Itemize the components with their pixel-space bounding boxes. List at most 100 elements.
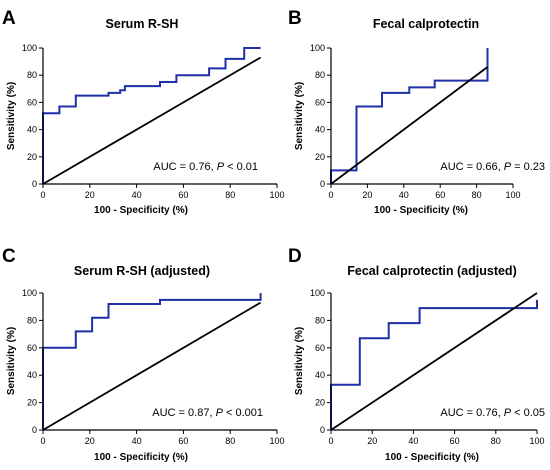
axes <box>330 293 537 431</box>
x-tick-label: 80 <box>472 190 482 200</box>
x-tick-label: 40 <box>132 436 142 446</box>
panel-letter: D <box>288 246 302 267</box>
chart-title: Serum R-SH (adjusted) <box>74 264 210 278</box>
y-tick-label: 0 <box>32 179 37 189</box>
x-tick-label: 80 <box>491 436 501 446</box>
x-tick-label: 60 <box>450 436 460 446</box>
p-value: = 0.23 <box>514 161 545 173</box>
auc-prefix: AUC = 0.87, <box>152 407 212 419</box>
p-symbol: P <box>216 407 224 419</box>
reference-line <box>42 56 262 185</box>
plot-lines <box>330 292 538 431</box>
x-tick-label: 0 <box>328 436 333 446</box>
plot-lines <box>42 47 262 185</box>
panel-b: B Fecal calprotectin 100 - Specificity (… <box>288 8 545 216</box>
p-value: < 0.001 <box>226 407 263 419</box>
reference-line <box>330 66 489 185</box>
y-axis-label: Sensitivity (%) <box>294 327 305 395</box>
y-tick-label: 100 <box>310 43 325 53</box>
chart-title: Fecal calprotectin <box>373 17 479 31</box>
roc-curve <box>42 293 262 430</box>
x-tick-label: 40 <box>408 436 418 446</box>
x-axis-label: 100 - Specificity (%) <box>374 205 468 216</box>
y-tick-label: 20 <box>315 152 325 162</box>
x-tick-label: 40 <box>132 190 142 200</box>
y-axis-label: Sensitivity (%) <box>294 82 305 150</box>
ticks: 0 20 40 60 80 100 0 20 40 60 80 100 <box>310 288 545 446</box>
x-tick-label: 60 <box>435 190 445 200</box>
y-tick-label: 40 <box>315 370 325 380</box>
y-tick-label: 80 <box>315 315 325 325</box>
y-tick-label: 80 <box>27 70 37 80</box>
panel-letter: C <box>2 246 16 267</box>
p-symbol: P <box>217 161 225 173</box>
x-tick-label: 0 <box>40 190 45 200</box>
roc-curve <box>42 47 261 184</box>
auc-prefix: AUC = 0.76, <box>440 407 500 419</box>
auc-prefix: AUC = 0.76, <box>153 161 213 173</box>
panel-c: C Serum R-SH (adjusted) 100 - Specificit… <box>2 246 285 463</box>
y-tick-label: 40 <box>27 125 37 135</box>
y-tick-label: 60 <box>27 343 37 353</box>
reference-line <box>330 292 538 431</box>
x-tick-label: 80 <box>225 436 235 446</box>
x-tick-label: 60 <box>178 190 188 200</box>
auc-annotation: AUC = 0.87, P < 0.001 <box>152 407 263 419</box>
roc-curve <box>330 48 489 184</box>
y-axis-label: Sensitivity (%) <box>6 327 17 395</box>
y-tick-label: 80 <box>27 315 37 325</box>
y-tick-label: 60 <box>27 97 37 107</box>
y-tick-label: 60 <box>315 97 325 107</box>
y-tick-label: 0 <box>320 179 325 189</box>
auc-annotation: AUC = 0.76, P < 0.01 <box>153 161 258 173</box>
p-symbol: P <box>504 161 512 173</box>
axes <box>330 48 513 185</box>
x-tick-label: 40 <box>399 190 409 200</box>
panel-d: D Fecal calprotectin (adjusted) 100 - Sp… <box>288 246 545 463</box>
x-tick-label: 0 <box>40 436 45 446</box>
axes <box>42 293 277 431</box>
x-axis-label: 100 - Specificity (%) <box>94 205 188 216</box>
ticks: 0 20 40 60 80 100 0 20 40 60 80 100 <box>22 288 285 446</box>
roc-curve <box>330 299 538 430</box>
ticks: 0 20 40 60 80 100 0 20 40 60 80 100 <box>310 43 521 200</box>
y-tick-label: 60 <box>315 343 325 353</box>
x-tick-label: 100 <box>269 436 284 446</box>
x-tick-label: 100 <box>505 190 520 200</box>
x-tick-label: 20 <box>362 190 372 200</box>
plot-lines <box>42 293 262 431</box>
x-tick-label: 100 <box>269 190 284 200</box>
y-tick-label: 40 <box>315 125 325 135</box>
y-tick-label: 20 <box>27 398 37 408</box>
y-tick-label: 100 <box>310 288 325 298</box>
p-value: < 0.01 <box>227 161 258 173</box>
auc-annotation: AUC = 0.66, P = 0.23 <box>440 161 545 173</box>
y-tick-label: 40 <box>27 370 37 380</box>
axes <box>42 48 277 185</box>
x-tick-label: 20 <box>85 436 95 446</box>
auc-annotation: AUC = 0.76, P < 0.05 <box>440 407 545 419</box>
x-tick-label: 100 <box>529 436 544 446</box>
x-tick-label: 60 <box>178 436 188 446</box>
panel-a: A Serum R-SH 100 - Specificity (%) Sensi… <box>2 8 285 216</box>
plot-lines <box>330 48 489 185</box>
panel-letter: A <box>2 8 16 29</box>
y-axis-label: Sensitivity (%) <box>6 82 17 150</box>
y-tick-label: 0 <box>320 425 325 435</box>
x-tick-label: 0 <box>328 190 333 200</box>
y-tick-label: 80 <box>315 70 325 80</box>
p-value: < 0.05 <box>514 407 545 419</box>
panel-letter: B <box>288 8 302 29</box>
reference-line <box>42 301 262 431</box>
x-tick-label: 80 <box>225 190 235 200</box>
x-tick-label: 20 <box>367 436 377 446</box>
y-tick-label: 20 <box>27 152 37 162</box>
ticks: 0 20 40 60 80 100 0 20 40 60 80 100 <box>22 43 285 200</box>
y-tick-label: 100 <box>22 43 37 53</box>
y-tick-label: 100 <box>22 288 37 298</box>
y-tick-label: 0 <box>32 425 37 435</box>
y-tick-label: 20 <box>315 398 325 408</box>
x-tick-label: 20 <box>85 190 95 200</box>
p-symbol: P <box>504 407 512 419</box>
